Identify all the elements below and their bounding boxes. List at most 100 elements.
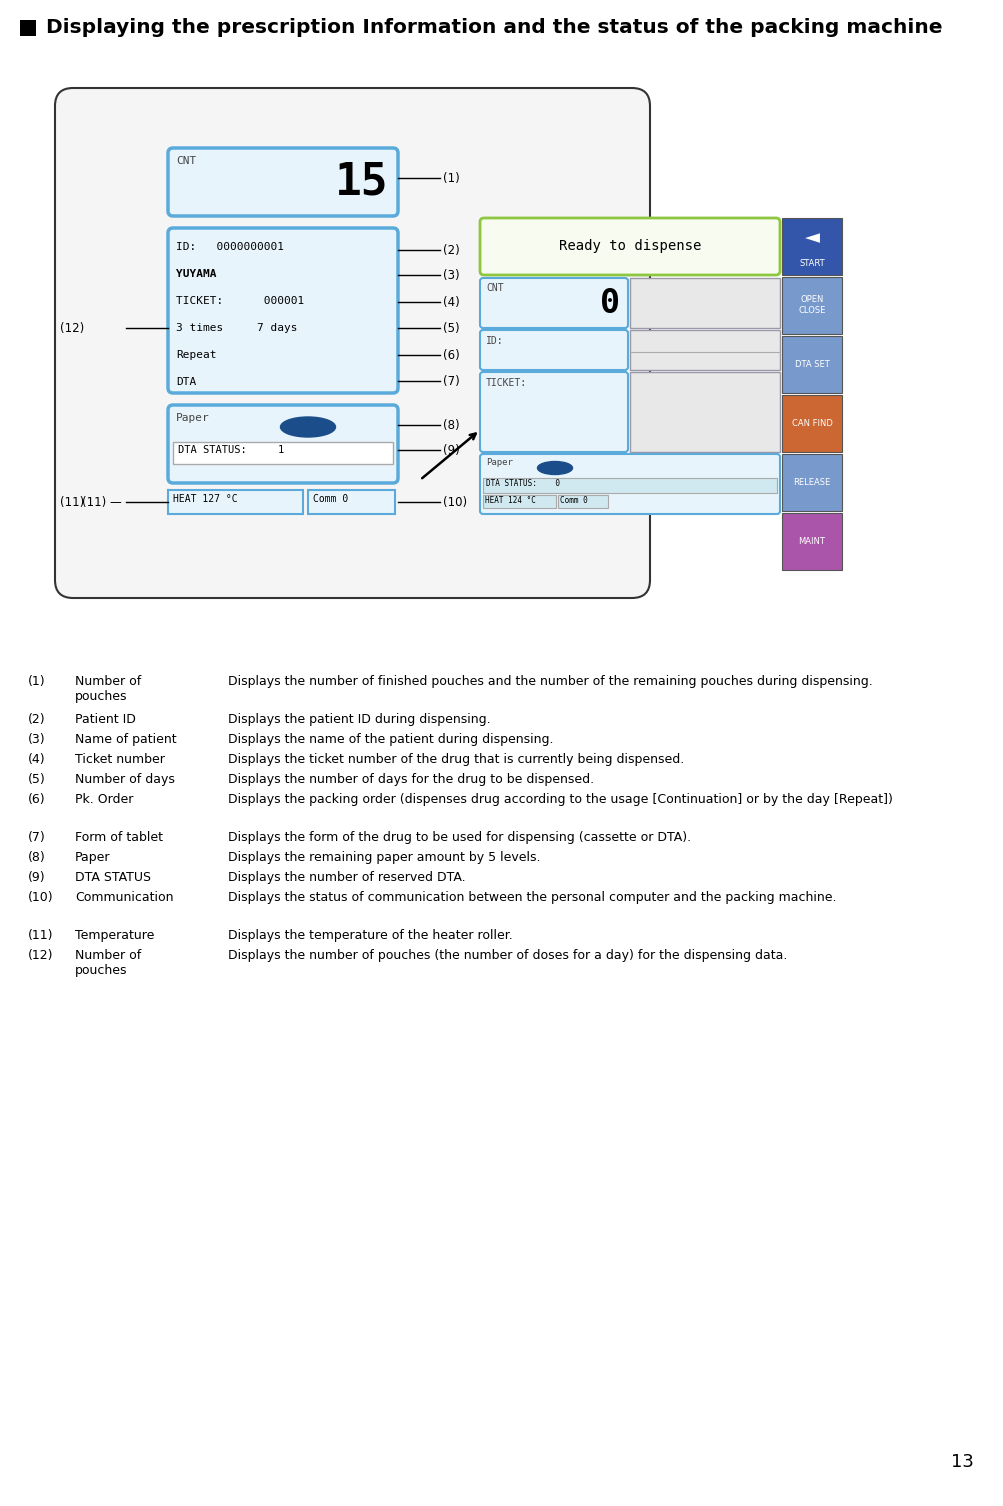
Text: Paper: Paper [176, 413, 210, 423]
Text: Repeat: Repeat [176, 349, 217, 360]
Bar [629, 372, 779, 452]
Text: Ready to dispense: Ready to dispense [559, 239, 700, 253]
Ellipse shape [537, 461, 572, 474]
Text: (2): (2) [442, 244, 459, 256]
Text: Paper: Paper [75, 851, 110, 864]
Text: Comm 0: Comm 0 [313, 494, 348, 505]
Text: Communication: Communication [75, 892, 174, 904]
FancyBboxPatch shape [168, 148, 397, 215]
Text: (12): (12) [28, 949, 53, 962]
Text: TICKET:      000001: TICKET: 000001 [176, 297, 304, 306]
FancyBboxPatch shape [479, 279, 627, 328]
FancyBboxPatch shape [479, 218, 779, 276]
Bar [781, 277, 842, 334]
Text: (7): (7) [442, 375, 459, 387]
Text: Form of tablet: Form of tablet [75, 831, 162, 843]
Text: 0: 0 [599, 286, 620, 319]
Text: MAINT: MAINT [797, 536, 824, 545]
Text: TICKET:: TICKET: [485, 378, 527, 389]
Text: (9): (9) [442, 443, 459, 456]
Text: CAN FIND: CAN FIND [790, 419, 831, 428]
Text: (11): (11) [28, 929, 53, 941]
Text: (11) —: (11) — [82, 495, 122, 509]
Text: Ticket number: Ticket number [75, 753, 164, 767]
FancyBboxPatch shape [168, 405, 397, 483]
Bar [781, 514, 842, 569]
Text: Displays the packing order (dispenses drug according to the usage [Continuation]: Displays the packing order (dispenses dr… [228, 794, 892, 806]
Text: Displays the temperature of the heater roller.: Displays the temperature of the heater r… [228, 929, 513, 941]
Text: Displaying the prescription Information and the status of the packing machine: Displaying the prescription Information … [46, 18, 942, 38]
Text: (10): (10) [442, 495, 466, 509]
Text: OPEN
CLOSE: OPEN CLOSE [797, 295, 824, 315]
Ellipse shape [280, 417, 335, 437]
Text: Displays the remaining paper amount by 5 levels.: Displays the remaining paper amount by 5… [228, 851, 540, 864]
Text: HEAT 127 °C: HEAT 127 °C [173, 494, 238, 505]
FancyBboxPatch shape [55, 87, 649, 598]
Bar [629, 330, 779, 370]
Bar [781, 336, 842, 393]
Text: DTA STATUS:     1: DTA STATUS: 1 [178, 444, 284, 455]
Text: (9): (9) [28, 870, 45, 884]
Text: CNT: CNT [176, 157, 196, 166]
Text: (6): (6) [28, 794, 45, 806]
Text: Displays the name of the patient during dispensing.: Displays the name of the patient during … [228, 733, 553, 745]
Text: ◄: ◄ [803, 229, 818, 247]
Text: (11): (11) [60, 495, 84, 509]
Bar [168, 489, 303, 514]
Text: Number of
pouches: Number of pouches [75, 949, 141, 977]
Text: Displays the form of the drug to be used for dispensing (cassette or DTA).: Displays the form of the drug to be used… [228, 831, 690, 843]
FancyBboxPatch shape [479, 453, 779, 514]
FancyBboxPatch shape [479, 372, 627, 452]
Text: HEAT 124 °C: HEAT 124 °C [484, 495, 536, 505]
Text: (1): (1) [28, 675, 45, 688]
Text: ID:: ID: [485, 336, 504, 346]
Bar [173, 441, 392, 464]
Bar [781, 218, 842, 276]
Bar [781, 395, 842, 452]
Bar [308, 489, 394, 514]
Text: Displays the number of days for the drug to be dispensed.: Displays the number of days for the drug… [228, 773, 594, 786]
Text: 13: 13 [950, 1453, 973, 1471]
FancyBboxPatch shape [168, 227, 397, 393]
Text: Patient ID: Patient ID [75, 712, 135, 726]
Text: (12): (12) [60, 321, 84, 334]
Text: DTA: DTA [176, 376, 196, 387]
Text: Displays the status of communication between the personal computer and the packi: Displays the status of communication bet… [228, 892, 835, 904]
Text: Displays the number of pouches (the number of doses for a day) for the dispensin: Displays the number of pouches (the numb… [228, 949, 786, 962]
Text: Pk. Order: Pk. Order [75, 794, 133, 806]
Text: Name of patient: Name of patient [75, 733, 177, 745]
Text: (5): (5) [442, 321, 459, 334]
Text: Displays the ticket number of the drug that is currently being dispensed.: Displays the ticket number of the drug t… [228, 753, 684, 767]
Text: YUYAMA: YUYAMA [176, 270, 217, 279]
Text: 3 times     7 days: 3 times 7 days [176, 322, 297, 333]
Text: Number of days: Number of days [75, 773, 175, 786]
FancyBboxPatch shape [479, 330, 627, 370]
Text: (8): (8) [442, 419, 459, 432]
Text: START: START [798, 259, 824, 268]
Text: (10): (10) [28, 892, 53, 904]
Text: DTA STATUS: DTA STATUS [75, 870, 150, 884]
Bar [482, 477, 776, 492]
Text: Displays the patient ID during dispensing.: Displays the patient ID during dispensin… [228, 712, 490, 726]
Text: (3): (3) [28, 733, 45, 745]
Text: Displays the number of finished pouches and the number of the remaining pouches : Displays the number of finished pouches … [228, 675, 872, 688]
Text: Displays the number of reserved DTA.: Displays the number of reserved DTA. [228, 870, 465, 884]
Text: 15: 15 [334, 161, 387, 203]
Text: (4): (4) [442, 295, 459, 309]
Text: (2): (2) [28, 712, 45, 726]
Text: (8): (8) [28, 851, 46, 864]
Text: Temperature: Temperature [75, 929, 154, 941]
Bar [20, 20, 36, 36]
Text: CNT: CNT [485, 283, 504, 294]
Text: (1): (1) [442, 172, 459, 185]
Text: (3): (3) [442, 268, 459, 282]
Text: (4): (4) [28, 753, 45, 767]
Bar [558, 495, 608, 508]
Text: ID:   0000000001: ID: 0000000001 [176, 242, 284, 252]
Bar [629, 279, 779, 328]
Text: Number of
pouches: Number of pouches [75, 675, 141, 703]
Text: (7): (7) [28, 831, 46, 843]
Text: DTA SET: DTA SET [793, 360, 828, 369]
Text: Comm 0: Comm 0 [560, 495, 587, 505]
Bar [781, 453, 842, 511]
